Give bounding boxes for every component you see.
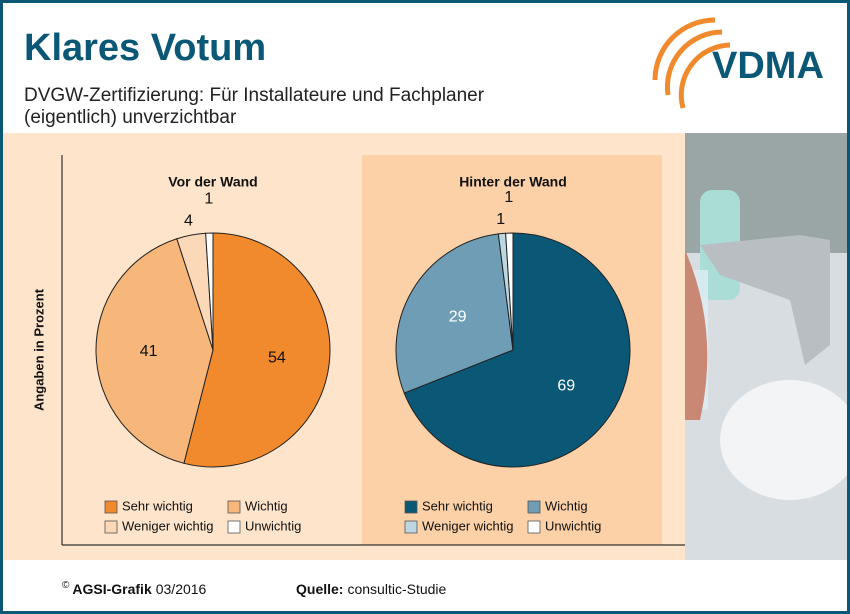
credit: AGSI-Grafik <box>72 581 152 597</box>
photo <box>685 133 850 560</box>
footer: © AGSI-Grafik 03/2016 <box>62 580 207 597</box>
axis-label: Angaben in Prozent <box>31 288 46 411</box>
subtitle: DVGW-Zertifizierung: Für Installateure u… <box>24 85 485 106</box>
data-label: 4 <box>184 213 193 230</box>
legend-swatch <box>227 500 241 514</box>
legend-label: Unwichtig <box>545 518 601 533</box>
data-label: 41 <box>140 343 158 360</box>
data-label: 1 <box>204 191 213 208</box>
legend-label: Sehr wichtig <box>122 498 193 513</box>
logo: VDMA <box>712 45 824 87</box>
data-label: 29 <box>449 308 467 325</box>
legend-swatch <box>404 500 418 514</box>
data-label: 54 <box>268 349 286 366</box>
pie-slice <box>205 232 214 351</box>
source: Quelle: consultic-Studie <box>296 581 447 597</box>
logo-arcs <box>652 17 731 109</box>
legend-label: Wichtig <box>245 498 288 513</box>
date: 03/2016 <box>156 581 207 597</box>
pie-slice <box>505 232 514 351</box>
legend-swatch <box>104 520 118 534</box>
legend-label: Unwichtig <box>245 518 301 533</box>
pie-slice <box>403 232 631 468</box>
chart-title: Vor der Wand <box>168 174 257 190</box>
data-label: 69 <box>557 377 575 394</box>
pie-slice <box>183 232 331 468</box>
source-label: Quelle: <box>296 581 343 597</box>
legend-label: Weniger wichtig <box>422 518 514 533</box>
legend-label: Wichtig <box>545 498 588 513</box>
legend-swatch <box>527 520 541 534</box>
source-text: consultic-Studie <box>347 581 446 597</box>
pie-slice <box>95 238 214 464</box>
chart-title: Hinter der Wand <box>459 174 567 190</box>
legend-swatch <box>227 520 241 534</box>
pie-slice <box>395 233 514 394</box>
legend-swatch <box>104 500 118 514</box>
data-label: 1 <box>496 211 505 228</box>
copyright: © <box>62 580 70 591</box>
legend-swatch <box>404 520 418 534</box>
legend-label: Weniger wichtig <box>122 518 214 533</box>
data-label: 1 <box>504 189 513 206</box>
legend-swatch <box>527 500 541 514</box>
subtitle: (eigentlich) unverzichtbar <box>24 107 237 128</box>
legend-label: Sehr wichtig <box>422 498 493 513</box>
title: Klares Votum <box>24 27 266 69</box>
